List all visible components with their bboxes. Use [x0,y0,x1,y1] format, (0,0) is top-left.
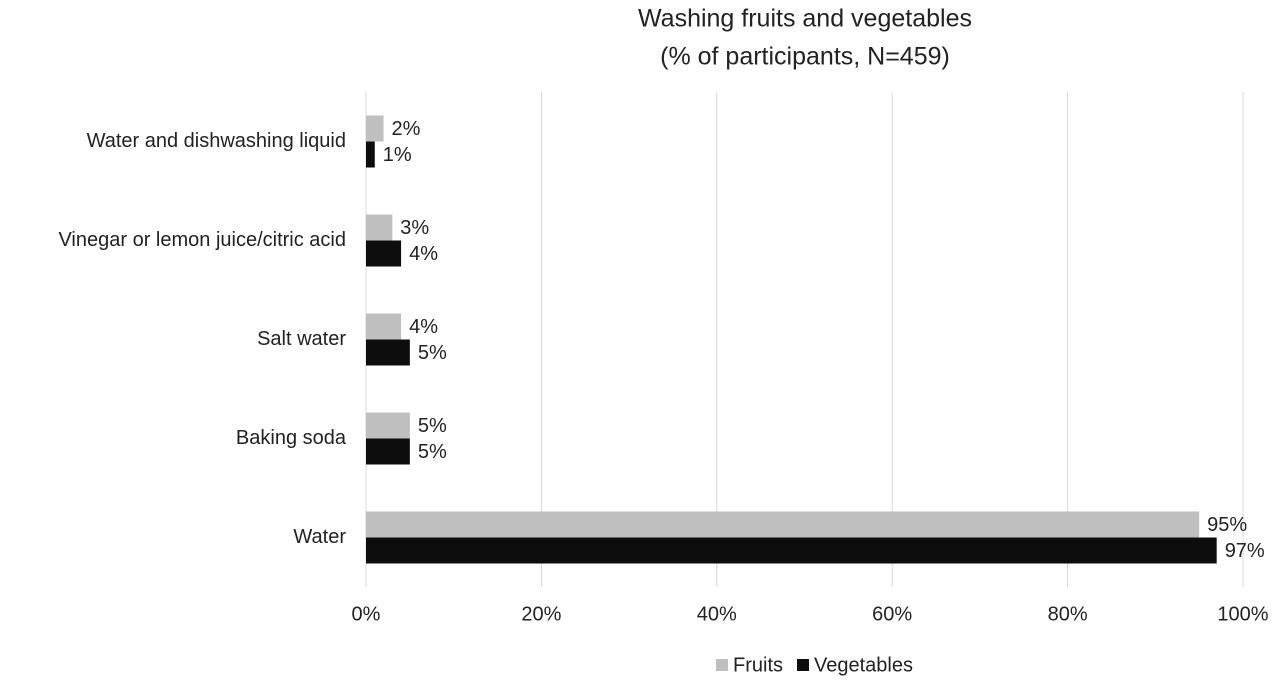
legend-swatch [716,659,729,671]
value-label: 5% [418,342,447,364]
y-tick-label: Water [293,526,346,548]
bar [366,438,410,465]
value-label: 4% [409,316,438,338]
y-tick-label: Baking soda [236,427,347,449]
value-label: 2% [392,118,421,140]
value-label: 3% [400,217,429,239]
bar [366,339,410,366]
chart-title: Washing fruits and vegetables [638,5,972,33]
x-tick-label: 0% [352,603,381,625]
y-tick-label: Salt water [257,328,346,350]
x-tick-label: 80% [1048,603,1088,625]
bar [366,240,402,267]
legend-swatch [797,659,810,671]
bar [366,115,384,142]
bar [366,141,375,168]
bar [366,412,410,439]
value-label: 4% [409,243,438,265]
legend-label: Vegetables [814,654,913,676]
y-tick-label: Water and dishwashing liquid [87,130,346,152]
bar [366,313,402,340]
bar [366,537,1217,564]
value-label: 97% [1225,540,1265,562]
value-label: 95% [1207,514,1247,536]
value-label: 5% [418,441,447,463]
y-tick-label: Vinegar or lemon juice/citric acid [58,229,346,251]
value-label: 5% [418,415,447,437]
bar [366,214,393,241]
chart-subtitle: (% of participants, N=459) [660,43,950,71]
x-tick-label: 60% [872,603,912,625]
x-tick-label: 100% [1217,603,1268,625]
x-tick-label: 40% [697,603,737,625]
legend-label: Fruits [733,654,783,676]
x-tick-label: 20% [521,603,561,625]
bar [366,511,1200,538]
value-label: 1% [383,144,412,166]
